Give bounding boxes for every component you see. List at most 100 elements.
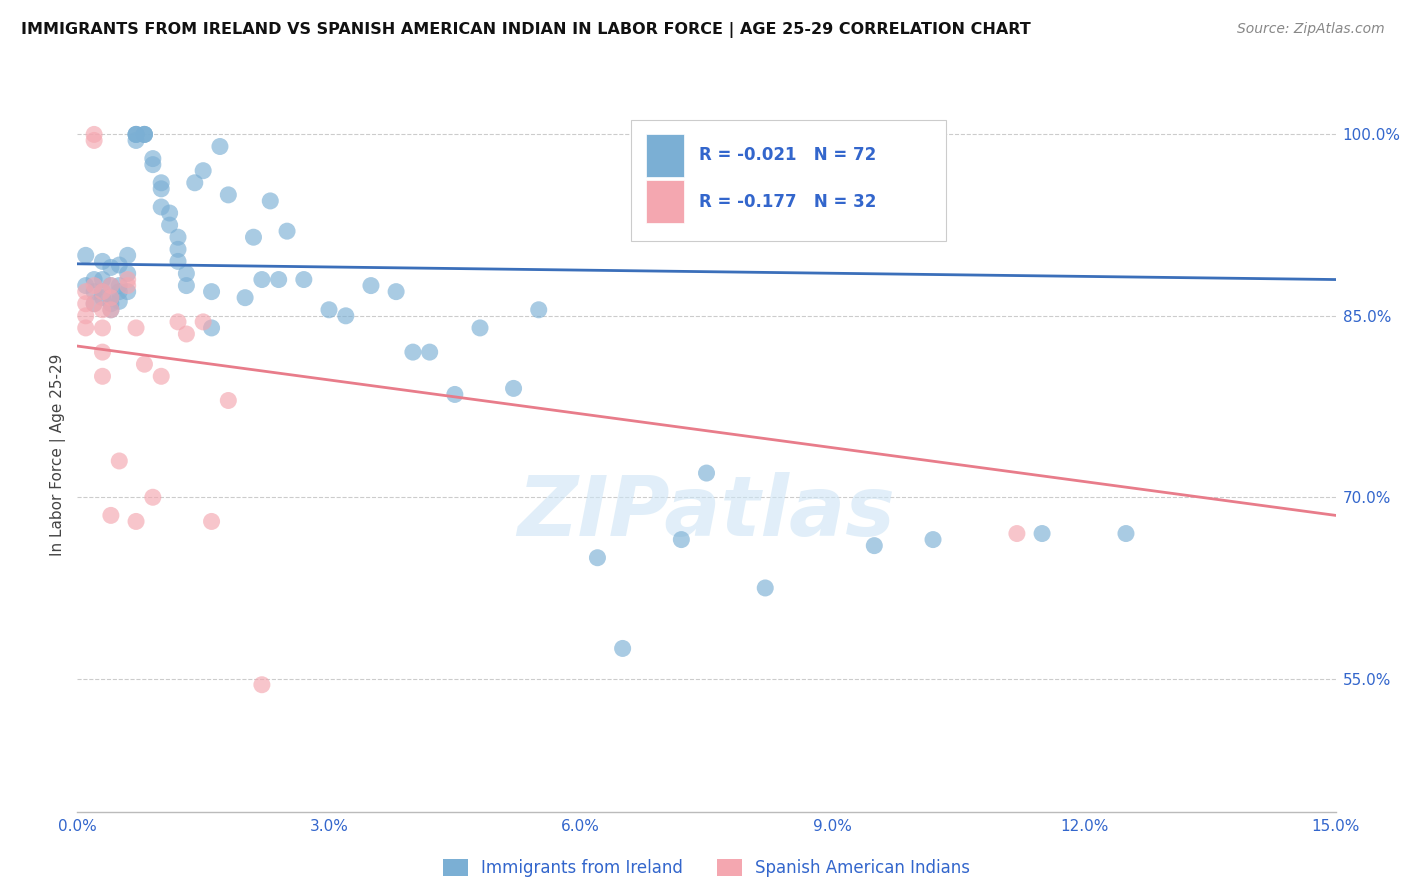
Point bbox=[125, 133, 148, 147]
Point bbox=[612, 641, 634, 656]
Point bbox=[184, 176, 207, 190]
Point bbox=[117, 248, 139, 262]
Point bbox=[91, 285, 114, 299]
Point bbox=[83, 128, 105, 142]
Text: R = -0.021   N = 72: R = -0.021 N = 72 bbox=[699, 146, 876, 164]
Point bbox=[191, 315, 215, 329]
Point bbox=[1005, 526, 1028, 541]
Point bbox=[217, 393, 239, 408]
Point bbox=[242, 230, 264, 244]
Point bbox=[134, 128, 156, 142]
Point bbox=[75, 297, 97, 311]
Point bbox=[83, 297, 105, 311]
Point bbox=[75, 321, 97, 335]
Point bbox=[233, 291, 256, 305]
Point bbox=[468, 321, 491, 335]
Point bbox=[125, 128, 148, 142]
Point bbox=[150, 182, 173, 196]
Point bbox=[91, 345, 114, 359]
Legend: Immigrants from Ireland, Spanish American Indians: Immigrants from Ireland, Spanish America… bbox=[434, 851, 979, 886]
Point bbox=[527, 302, 550, 317]
Point bbox=[83, 278, 105, 293]
Point bbox=[863, 539, 886, 553]
Bar bbox=[647, 134, 683, 177]
Point bbox=[360, 278, 382, 293]
Point bbox=[167, 254, 190, 268]
Point bbox=[696, 466, 718, 480]
Point bbox=[250, 272, 273, 286]
Point bbox=[125, 515, 148, 529]
Point bbox=[134, 357, 156, 371]
Point bbox=[100, 508, 122, 523]
Point bbox=[75, 309, 97, 323]
Point bbox=[1115, 526, 1137, 541]
Point bbox=[117, 285, 139, 299]
Point bbox=[100, 291, 122, 305]
Point bbox=[75, 278, 97, 293]
Point bbox=[117, 278, 139, 293]
Point bbox=[176, 267, 198, 281]
Point bbox=[176, 326, 198, 341]
Point bbox=[108, 258, 131, 272]
Point bbox=[91, 369, 114, 384]
Point bbox=[75, 248, 97, 262]
Point bbox=[167, 242, 190, 256]
Point bbox=[100, 302, 122, 317]
Point bbox=[100, 260, 122, 275]
Point bbox=[159, 218, 181, 232]
Point bbox=[385, 285, 408, 299]
FancyBboxPatch shape bbox=[631, 120, 946, 241]
Point bbox=[91, 285, 114, 299]
Point bbox=[83, 133, 105, 147]
Point bbox=[91, 254, 114, 268]
Y-axis label: In Labor Force | Age 25-29: In Labor Force | Age 25-29 bbox=[51, 354, 66, 556]
Point bbox=[191, 163, 215, 178]
Point bbox=[100, 278, 122, 293]
Point bbox=[402, 345, 425, 359]
Point bbox=[250, 678, 273, 692]
Point bbox=[134, 128, 156, 142]
Point bbox=[200, 515, 222, 529]
Point bbox=[167, 315, 190, 329]
Point bbox=[134, 128, 156, 142]
Point bbox=[267, 272, 290, 286]
Point bbox=[125, 128, 148, 142]
Point bbox=[83, 297, 105, 311]
Point bbox=[200, 285, 222, 299]
Point bbox=[167, 230, 190, 244]
Point bbox=[100, 302, 122, 317]
Point bbox=[208, 139, 231, 153]
Point bbox=[108, 278, 131, 293]
Point bbox=[91, 291, 114, 305]
Point bbox=[150, 369, 173, 384]
Point bbox=[259, 194, 281, 208]
Point bbox=[108, 294, 131, 309]
Point bbox=[142, 158, 165, 172]
Point bbox=[150, 200, 173, 214]
Point bbox=[91, 302, 114, 317]
Point bbox=[117, 267, 139, 281]
Point bbox=[200, 321, 222, 335]
Point bbox=[83, 285, 105, 299]
Text: ZIPatlas: ZIPatlas bbox=[517, 472, 896, 552]
Point bbox=[217, 187, 239, 202]
Point bbox=[419, 345, 441, 359]
Point bbox=[117, 272, 139, 286]
Point bbox=[176, 278, 198, 293]
Point bbox=[159, 206, 181, 220]
Point bbox=[125, 128, 148, 142]
Point bbox=[142, 152, 165, 166]
Point bbox=[335, 309, 357, 323]
Point bbox=[276, 224, 298, 238]
Point bbox=[108, 285, 131, 299]
Point bbox=[91, 321, 114, 335]
Point bbox=[83, 272, 105, 286]
Point bbox=[292, 272, 315, 286]
Point bbox=[671, 533, 693, 547]
Point bbox=[91, 272, 114, 286]
Bar bbox=[647, 180, 683, 223]
Point bbox=[100, 278, 122, 293]
Point bbox=[75, 285, 97, 299]
Point bbox=[100, 291, 122, 305]
Point bbox=[502, 381, 524, 395]
